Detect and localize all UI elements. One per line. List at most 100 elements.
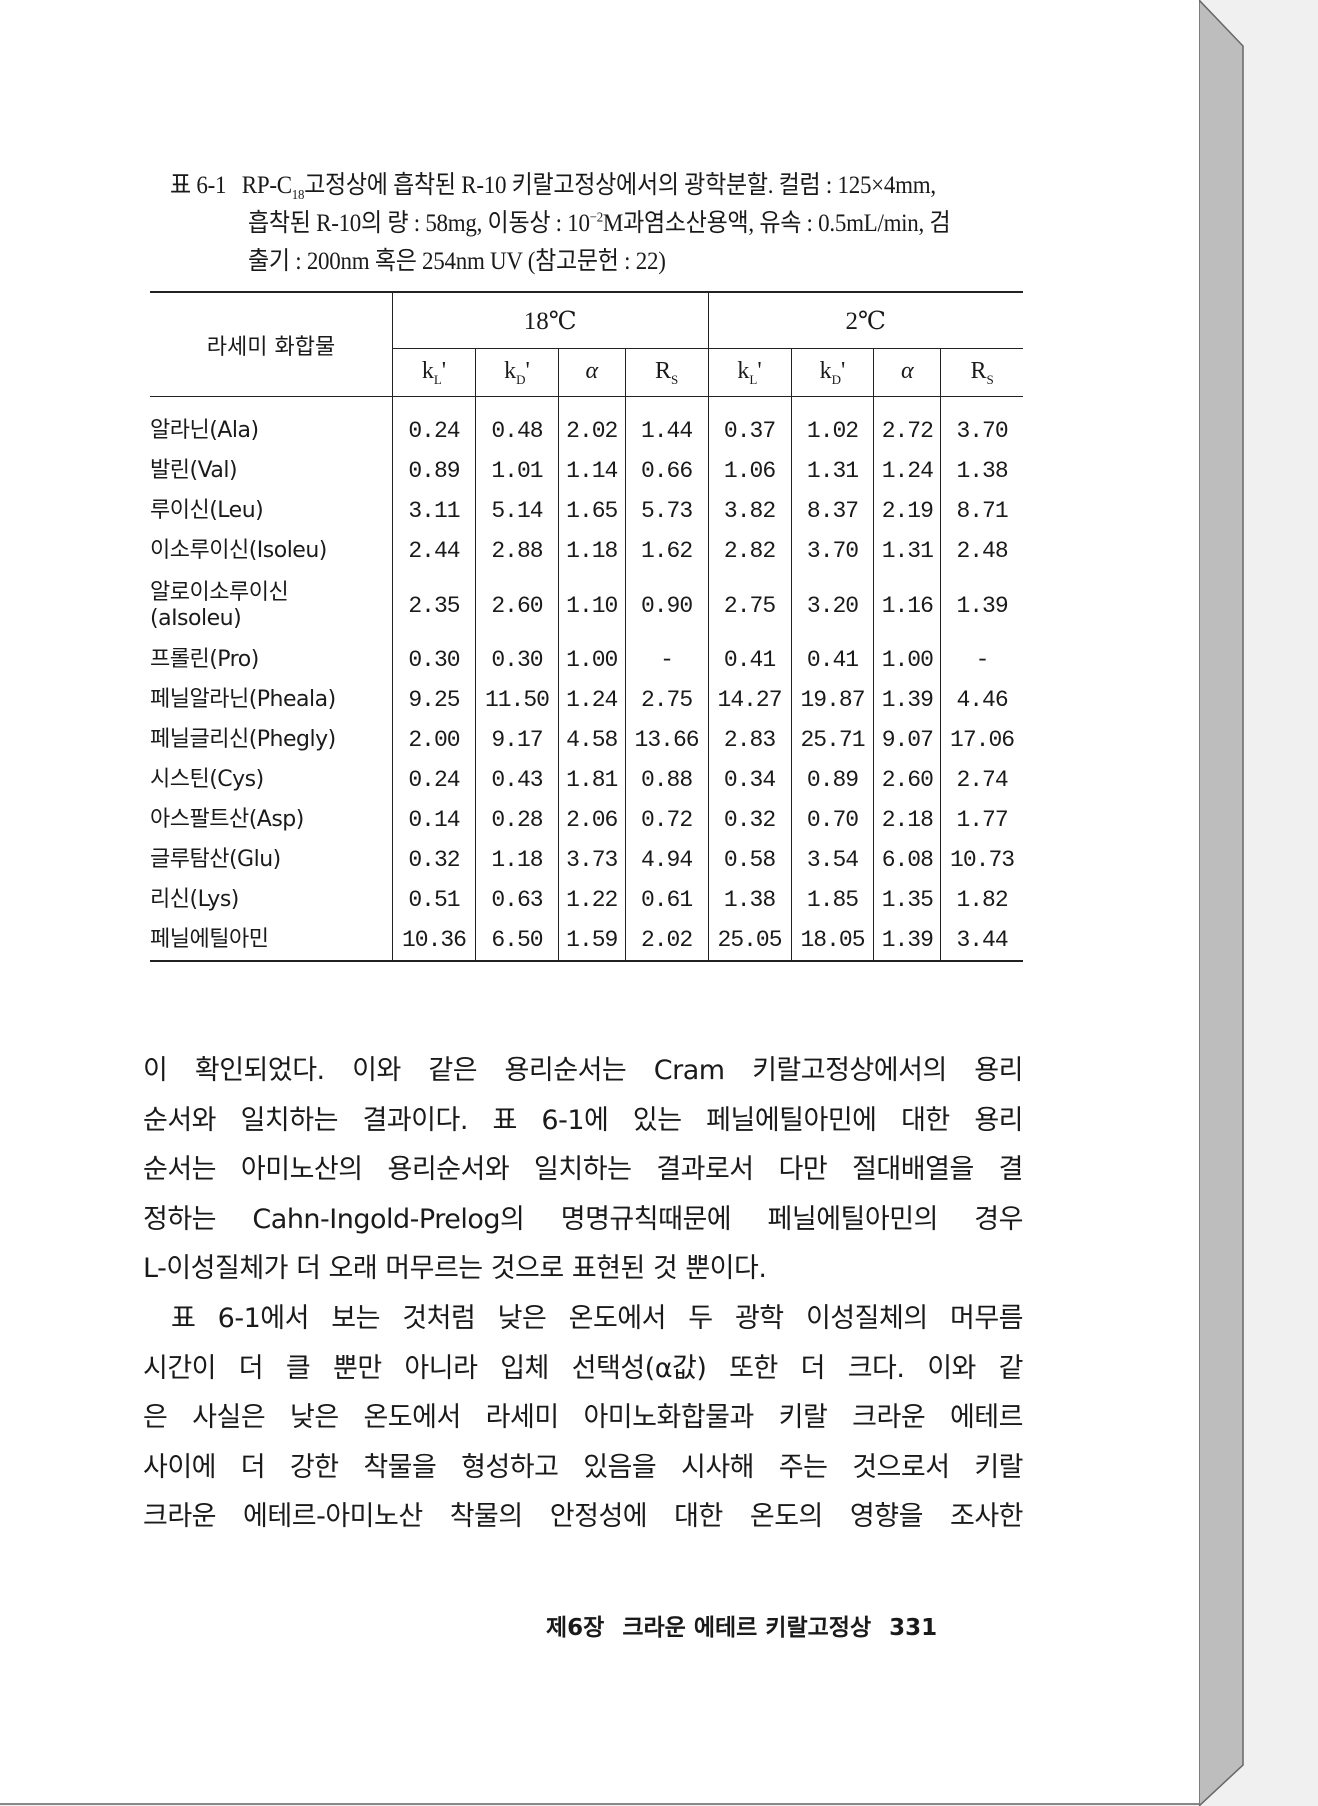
table-cell: 2.00: [392, 720, 476, 760]
table-cell: 1.22: [557, 880, 626, 920]
table-cell: 14.27: [707, 680, 792, 720]
table-cell: 0.28: [474, 800, 559, 840]
table-cell: 0.14: [392, 800, 476, 840]
table-cell: 1.31: [873, 531, 941, 571]
table-cell: 1.00: [557, 640, 626, 680]
table-cell: 0.32: [707, 800, 792, 840]
subheader-prime: ': [757, 357, 762, 384]
table-cell: 6.08: [873, 840, 941, 880]
table-cell: 0.32: [392, 840, 476, 880]
table-cell: 8.37: [790, 491, 874, 531]
subheader-subscript: D: [831, 371, 842, 387]
caption-text: RP-C: [241, 172, 292, 199]
table-row: 페닐에틸아민 10.36 6.50 1.59 2.02 25.05 18.05 1.39 3.4…: [150, 920, 1023, 962]
table-caption-line-1: 표 6-1 RP-C18고정상에 흡착된 R-10 키랄고정상에서의 광학분할. …: [170, 165, 936, 204]
table-cell: 3.54: [790, 840, 874, 880]
table-cell: 3.20: [790, 571, 874, 640]
caption-superscript: −2: [589, 210, 603, 226]
table-cell: 0.63: [474, 880, 559, 920]
table-cell: 2.72: [873, 396, 941, 451]
compound-name: 페닐글리신(Phegly): [150, 727, 336, 752]
table-row: 루이신(Leu) 3.11 5.14 1.65 5.73 3.82 8.37 2.19 8.71: [150, 491, 1023, 531]
subheader-symbol: α: [901, 357, 914, 384]
table-cell: 3.44: [940, 920, 1023, 962]
table-cell: 2.06: [557, 800, 626, 840]
subheader-symbol: k: [421, 357, 434, 384]
text-line: 순서와 일치하는 결과이다. 표 6-1에 있는 페닐에틸아민에 대한 용리: [143, 1104, 1024, 1136]
table-cell: 1.38: [940, 451, 1023, 491]
compound-name: 알라닌(Ala): [150, 418, 259, 443]
table-caption-line-3: 출기 : 200nm 혹은 254nm UV (참고문헌 : 22): [248, 248, 666, 275]
page-number: 331: [889, 1615, 938, 1641]
table-cell: 1.31: [790, 451, 874, 491]
table-cell: 2.75: [624, 680, 709, 720]
table-cell: 3.73: [557, 840, 626, 880]
table-cell: 1.65: [557, 491, 626, 531]
subheader-symbol: R: [654, 357, 671, 384]
subheader-symbol: R: [970, 357, 987, 384]
table-cell: 4.46: [940, 680, 1023, 720]
table-cell: 9.25: [392, 680, 476, 720]
table-cell: 5.73: [624, 491, 709, 531]
table-cell: 1.02: [790, 396, 874, 451]
subheader-symbol: k: [737, 357, 750, 384]
paragraph-2: 표 6-1에서 보는 것처럼 낮은 온도에서 두 광학 이성질체의 머무름 시간…: [143, 1294, 1024, 1542]
table-cell: 2.74: [940, 760, 1023, 800]
table-cell: 2.44: [392, 531, 476, 571]
table-cell: 1.39: [873, 680, 941, 720]
compound-name: 알로이소루이신 (aIsoleu): [150, 579, 289, 631]
table-cell: 0.34: [707, 760, 792, 800]
compound-name: 프롤린(Pro): [150, 647, 259, 672]
subheader: RS: [940, 348, 1023, 397]
subheader-prime: ': [441, 357, 447, 384]
table-caption-line-2: 흡착된 R-10의 량 : 58mg, 이동상 : 10−2M과염소산용액, 유…: [248, 203, 951, 239]
table-cell: 25.05: [707, 920, 792, 962]
compound-name: 리신(Lys): [150, 887, 239, 912]
data-table: 라세미 화합물 18℃ 2℃ kL' kD' α RS kL' kD' α RS 알라닌(Al…: [150, 291, 1023, 962]
table-cell: 0.30: [392, 640, 476, 680]
table-cell: 1.01: [474, 451, 559, 491]
table-cell: 0.66: [624, 451, 709, 491]
subheader-subscript: L: [749, 371, 758, 387]
table-cell: 6.50: [474, 920, 559, 962]
table-cell: 1.82: [940, 880, 1023, 920]
text-line: 정하는 Cahn-Ingold-Prelog의 명명규칙때문에 페닐에틸아민의 …: [143, 1203, 1024, 1235]
text-line: L-이성질체가 더 오래 머무르는 것으로 표현된 것 뿐이다.: [143, 1253, 767, 1284]
table-cell: 0.51: [392, 880, 476, 920]
table-cell: 3.70: [790, 531, 874, 571]
table-cell: 13.66: [624, 720, 709, 760]
table-cell: 0.58: [707, 840, 792, 880]
table-cell: 2.75: [707, 571, 792, 640]
table-row: 발린(Val) 0.89 1.01 1.14 0.66 1.06 1.31 1.24 1.38: [150, 451, 1023, 491]
table-cell: 0.43: [474, 760, 559, 800]
compound-header: 라세미 화합물: [206, 334, 336, 360]
table-cell: 0.37: [707, 396, 792, 451]
caption-subscript: 18: [291, 188, 305, 203]
table-cell: 0.61: [624, 880, 709, 920]
table-cell: 1.18: [557, 531, 626, 571]
table-cell: -: [624, 640, 709, 680]
text-line: 사이에 더 강한 착물을 형성하고 있음을 시사해 주는 것으로서 키랄: [143, 1451, 1024, 1483]
table-cell: 0.88: [624, 760, 709, 800]
compound-name: 발린(Val): [150, 458, 238, 483]
table-cell: 3.11: [392, 491, 476, 531]
table-cell: 4.58: [557, 720, 626, 760]
table-cell: 1.24: [873, 451, 941, 491]
table-cell: 1.59: [557, 920, 626, 962]
table-cell: 0.89: [790, 760, 874, 800]
book-page: 표 6-1 RP-C18고정상에 흡착된 R-10 키랄고정상에서의 광학분할. …: [0, 0, 1200, 1805]
table-row: 리신(Lys) 0.51 0.63 1.22 0.61 1.38 1.85 1.35 1.82: [150, 880, 1023, 920]
table-cell: 2.02: [557, 396, 626, 451]
compound-name: 글루탐산(Glu): [150, 847, 281, 872]
table-row: 아스팔트산(Asp) 0.14 0.28 2.06 0.72 0.32 0.70 2.18 1.…: [150, 800, 1023, 840]
table-cell: 25.71: [790, 720, 874, 760]
subheader-subscript: D: [516, 371, 526, 387]
table-cell: 1.06: [707, 451, 792, 491]
caption-text: M과염소산용액, 유속 : 0.5mL/min, 검: [602, 210, 951, 237]
table-cell: 3.70: [940, 396, 1023, 451]
table-cell: 2.35: [392, 571, 476, 640]
table-row: 이소루이신(Isoleu) 2.44 2.88 1.18 1.62 2.82 3.70 1.3…: [150, 531, 1023, 571]
table-cell: 0.30: [474, 640, 559, 680]
text-line: 순서는 아미노산의 용리순서와 일치하는 결과로서 다만 절대배열을 결: [143, 1154, 1024, 1185]
table-cell: 3.82: [707, 491, 792, 531]
